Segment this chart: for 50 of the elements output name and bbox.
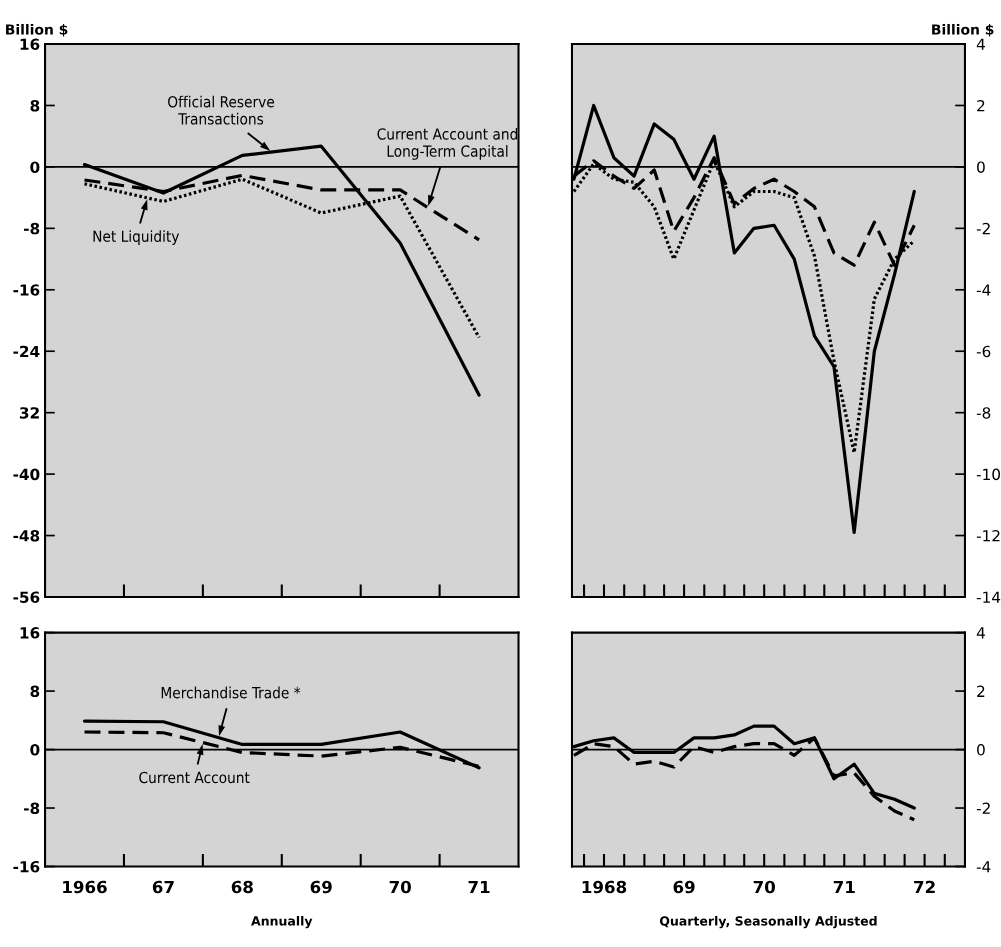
y-tick-label: 2: [977, 99, 985, 112]
y-tick-label: -40: [13, 468, 40, 481]
y-tick-label: -48: [13, 530, 40, 542]
x-tick-label: 1968: [582, 880, 627, 894]
y-tick-label: -10: [976, 468, 1001, 481]
x-tick-label: 67: [152, 880, 174, 894]
y-tick-label: -16: [13, 284, 40, 296]
y-tick-label: -4: [976, 861, 991, 873]
y-tick-label: -16: [13, 860, 40, 873]
y-tick-label: 8: [30, 99, 40, 112]
y-tick-label: -8: [24, 222, 40, 235]
y-tick-label: -8: [24, 802, 40, 815]
y-axis-title: Billion $: [932, 23, 994, 37]
y-tick-label: -8: [976, 407, 991, 419]
x-tick-label: 71: [833, 880, 855, 894]
x-tick-label: 70: [753, 880, 775, 894]
x-tick-label: 69: [310, 880, 332, 894]
x-tick-label: 68: [231, 880, 253, 894]
y-tick-label: 0: [977, 161, 985, 173]
series-label: Merchandise Trade *: [161, 686, 301, 699]
y-tick-label: 32: [19, 407, 39, 419]
y-tick-label: -56: [13, 591, 40, 604]
y-tick-label: 0: [977, 744, 985, 756]
x-tick-label: 1966: [63, 880, 107, 894]
y-tick-label: -12: [976, 530, 1000, 542]
y-tick-label: -4: [976, 284, 991, 296]
legend-label: Net Liquidity: [93, 230, 180, 245]
y-tick-label: 2: [977, 685, 985, 697]
x-tick-label: 72: [914, 880, 935, 894]
x-axis-title: Annually: [251, 915, 313, 929]
x-tick-label: 70: [389, 880, 411, 894]
y-tick-label: -24: [13, 345, 40, 358]
legend-label: Current Account: [139, 771, 250, 784]
y-tick-label: -2: [976, 802, 990, 814]
y-tick-label: 16: [20, 627, 40, 639]
y-tick-label: -2: [976, 222, 990, 235]
y-tick-label: 4: [976, 627, 985, 639]
y-tick-label: 0: [30, 744, 40, 756]
x-axis-title: Quarterly, Seasonally Adjusted: [659, 915, 877, 929]
x-tick-label: 69: [673, 880, 695, 894]
y-tick-label: -14: [976, 591, 1001, 603]
x-tick-label: 71: [468, 880, 490, 894]
y-tick-label: 4: [976, 38, 985, 50]
y-tick-label: 0: [30, 161, 40, 173]
y-tick-label: 8: [30, 685, 40, 698]
y-tick-label: 16: [20, 38, 40, 51]
y-axis-title: Billion $: [6, 23, 68, 37]
series-label: Current Account and Long-Term Capital: [377, 127, 518, 160]
y-tick-label: -6: [976, 345, 991, 358]
series-label: Official Reserve Transactions: [168, 95, 275, 125]
